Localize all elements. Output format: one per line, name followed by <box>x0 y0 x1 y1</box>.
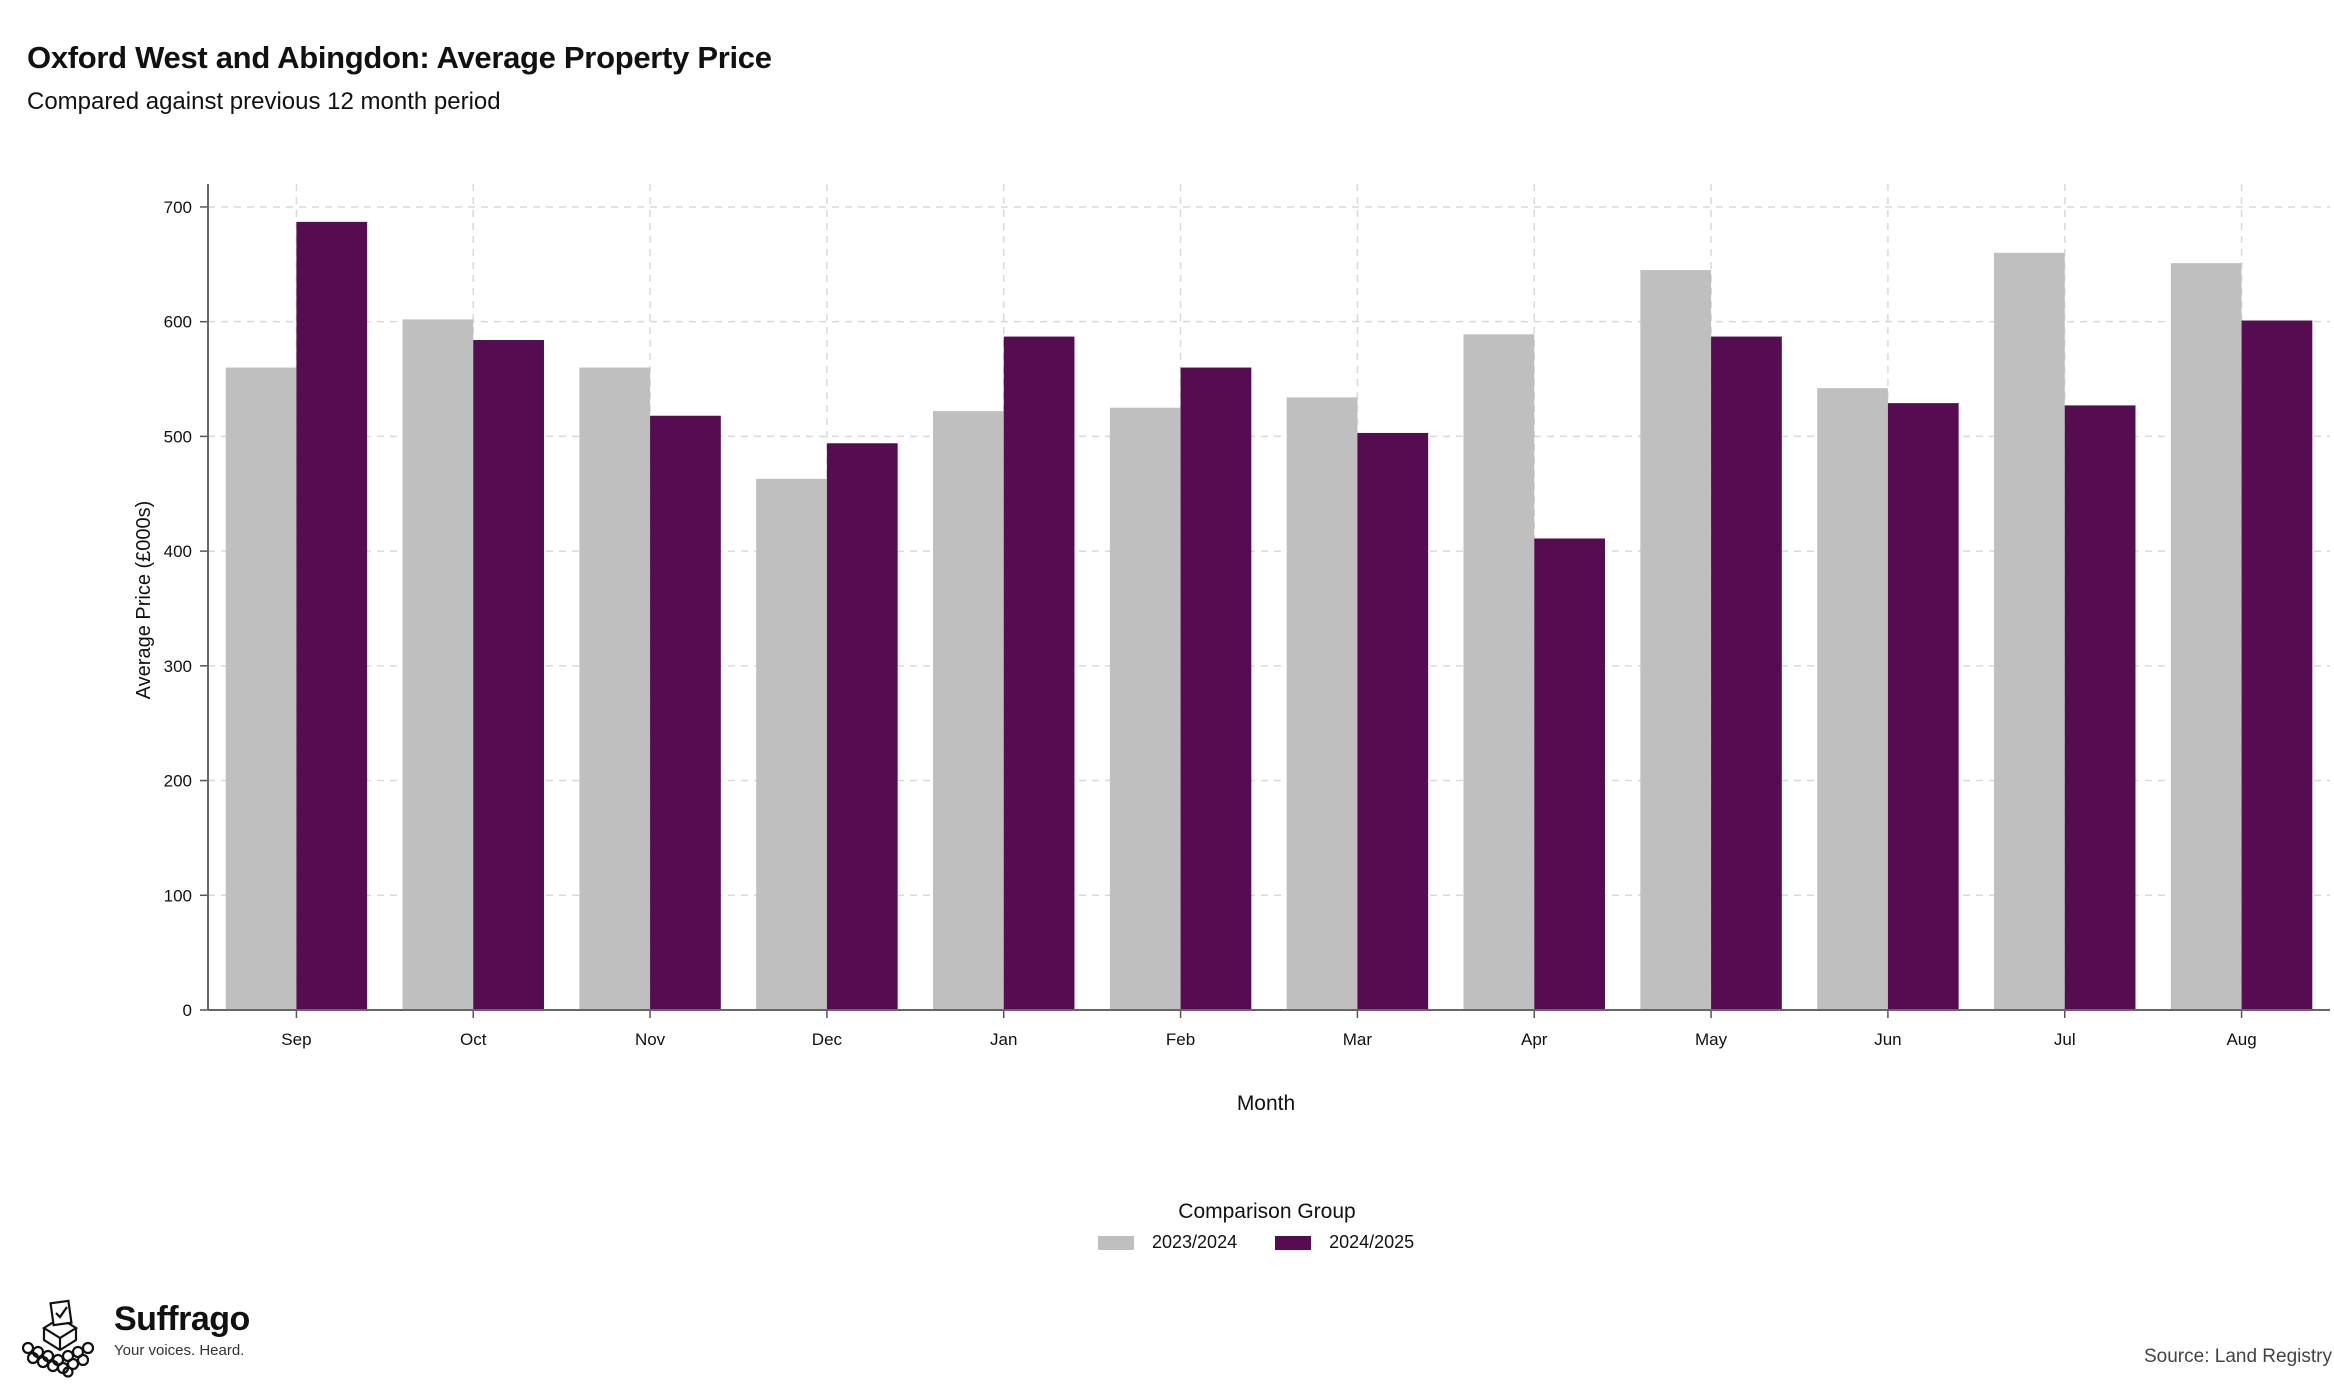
suffrago-logo: Suffrago Your voices. Heard. <box>14 1296 250 1378</box>
bar-series-2 <box>473 340 544 1010</box>
chart-subtitle: Compared against previous 12 month perio… <box>27 88 501 115</box>
x-tick-label: Jun <box>1874 1030 1901 1049</box>
x-tick-label: Sep <box>281 1030 311 1049</box>
bar-series-2 <box>826 443 898 1010</box>
bar-series-2 <box>2064 405 2136 1010</box>
y-axis-label: Average Price (£000s) <box>133 501 155 700</box>
bar-series-1 <box>225 367 297 1010</box>
bar-series-1 <box>1994 252 2065 1011</box>
bar-series-2 <box>1711 336 1782 1010</box>
bar-series-1 <box>933 411 1004 1010</box>
y-tick-label: 400 <box>164 542 192 561</box>
x-tick-label: Oct <box>460 1030 487 1049</box>
bar-series-2 <box>1357 432 1429 1010</box>
bar-series-1 <box>1817 388 1888 1010</box>
x-tick-label: Feb <box>1166 1030 1195 1049</box>
y-tick-label: 0 <box>183 1001 192 1020</box>
legend-title: Comparison Group <box>1178 1200 1356 1223</box>
y-tick-label: 500 <box>164 427 192 446</box>
axes <box>200 184 2330 1018</box>
brand-tagline: Your voices. Heard. <box>114 1342 245 1359</box>
bar-series-1 <box>2170 263 2242 1010</box>
x-tick-label: Mar <box>1343 1030 1373 1049</box>
bar-series-2 <box>1180 367 1252 1010</box>
brand-name: Suffrago <box>114 1300 250 1338</box>
bar-series-2 <box>650 415 721 1010</box>
x-tick-label: Jan <box>990 1030 1017 1049</box>
legend-swatch-series-1 <box>1098 1235 1134 1250</box>
bar-series-1 <box>1286 397 1358 1011</box>
chart-title: Oxford West and Abingdon: Average Proper… <box>27 40 772 75</box>
bar-series-2 <box>2241 320 2313 1011</box>
y-tick-label: 200 <box>164 772 192 791</box>
legend-label-series-2: 2024/2025 <box>1329 1232 1415 1252</box>
bar-series-1 <box>579 367 651 1010</box>
bar-series-1 <box>1109 407 1181 1010</box>
x-tick-label: Dec <box>812 1030 843 1049</box>
y-tick-label: 100 <box>164 886 192 905</box>
bars <box>225 221 2313 1011</box>
x-tick-label: Aug <box>2226 1030 2256 1049</box>
bar-series-2 <box>1003 336 1075 1010</box>
legend-label-series-1: 2023/2024 <box>1152 1232 1238 1252</box>
ballot-box-icon <box>21 1299 95 1378</box>
tick-labels: 0 100 200 300 400 500 600 700 Sep Oct Nov Dec Jan Feb… <box>164 198 2257 1049</box>
x-tick-label: Apr <box>1521 1030 1548 1049</box>
x-tick-label: Jul <box>2054 1030 2076 1049</box>
bar-series-1 <box>1463 334 1535 1010</box>
legend-item-series-2: 2024/2025 <box>1275 1232 1414 1253</box>
source-note: Source: Land Registry <box>2144 1346 2332 1367</box>
bar-series-1 <box>756 478 827 1010</box>
x-axis-label: Month <box>1237 1092 1295 1115</box>
legend-item-series-1: 2023/2024 <box>1098 1232 1237 1253</box>
x-tick-label: Nov <box>635 1030 666 1049</box>
y-tick-label: 700 <box>164 198 192 217</box>
bar-series-2 <box>1534 538 1605 1010</box>
x-tick-label: May <box>1695 1030 1728 1049</box>
legend: 2023/2024 2024/2025 <box>1098 1232 1452 1253</box>
grid-lines <box>208 184 2330 1010</box>
bar-series-1 <box>1640 270 1712 1011</box>
y-tick-label: 600 <box>164 313 192 332</box>
bar-series-2 <box>1887 403 1959 1010</box>
bar-series-1 <box>402 319 474 1011</box>
bar-series-2 <box>296 221 368 1010</box>
legend-swatch-series-2 <box>1275 1235 1312 1250</box>
y-tick-label: 300 <box>164 657 192 676</box>
